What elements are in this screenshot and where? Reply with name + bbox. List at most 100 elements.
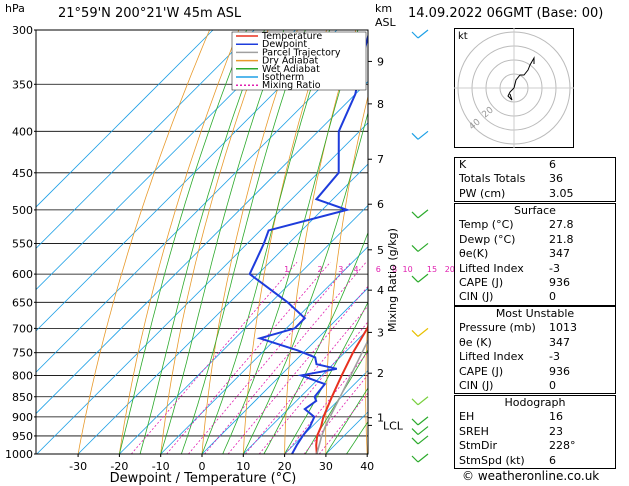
- pw-label: PW (cm): [459, 186, 506, 200]
- temperature-tick-label: -20: [110, 460, 128, 473]
- isotherm-line: [36, 39, 368, 373]
- series-temperature: [315, 324, 368, 454]
- surface-dewp-label: Dewp (°C): [459, 232, 516, 246]
- hodograph-panel: Hodograph EH 16 SREH 23 StmDir 228° StmSpd …: [454, 395, 616, 469]
- wind-barb: [417, 453, 429, 463]
- pressure-unit-label: hPa: [5, 2, 25, 15]
- legend-entry: Wet Adiabat: [262, 64, 320, 75]
- mixing-ratio-labels: 12346810152025: [284, 265, 469, 274]
- wet-adiabat-line: [119, 30, 247, 454]
- surface-cape-value: 936: [549, 275, 570, 289]
- hodograph-panel-title: Hodograph: [504, 396, 566, 409]
- wind-barb: [417, 29, 429, 39]
- temperature-tick-label: -10: [152, 460, 170, 473]
- pressure-tick-label: 400: [12, 125, 33, 138]
- mu-thetae-label: θe (K): [459, 335, 492, 349]
- surface-cin-label: CIN (J): [459, 290, 494, 304]
- pressure-tick-label: 650: [12, 296, 33, 309]
- wind-barb: [417, 209, 429, 219]
- km-tick-label: 7: [377, 153, 384, 166]
- wind-barb-flag: [411, 428, 419, 435]
- dry-adiabat-line: [242, 30, 327, 454]
- temperature-tick-label: 40: [360, 460, 374, 473]
- wet-adiabat-line: [180, 30, 306, 454]
- isotherm-line: [36, 80, 368, 415]
- asl-unit-label: ASL: [375, 16, 396, 29]
- km-tick-label: 1: [377, 412, 384, 425]
- pressure-tick-label: 550: [12, 238, 33, 251]
- pressure-tick-label: 850: [12, 391, 33, 404]
- mixing-ratio-line: [245, 305, 368, 454]
- mixing-ratio-line: [227, 285, 368, 454]
- surface-thetae-value: 347: [549, 247, 570, 261]
- km-unit-label: km: [375, 2, 393, 15]
- wind-barb-flag: [411, 455, 419, 463]
- wind-barb-flag: [411, 31, 419, 39]
- wind-barb-flag: [411, 329, 419, 337]
- mixing-ratio-label: 6: [376, 265, 381, 274]
- wet-adiabat-line: [201, 30, 330, 454]
- dry-adiabat-line: [201, 30, 298, 454]
- legend-entry: Dewpoint: [262, 39, 307, 50]
- legend-entry: Isotherm: [262, 72, 304, 83]
- mu-li-value: -3: [549, 350, 560, 364]
- wind-barb: [417, 327, 429, 337]
- isotherm-line: [36, 122, 368, 454]
- k-index-value: 6: [549, 158, 556, 171]
- isotherm-line: [119, 204, 368, 454]
- wind-barb-flag: [411, 132, 419, 140]
- dry-adiabat-line: [614, 30, 629, 454]
- pressure-tick-label: 600: [12, 268, 33, 281]
- wind-barbs: [411, 29, 429, 463]
- isotherm-line: [36, 30, 255, 249]
- legend-entry: Temperature: [261, 31, 322, 42]
- surface-li-label: Lifted Index: [459, 261, 524, 275]
- mixing-ratio-line: [204, 261, 367, 454]
- km-tick-label: 5: [377, 244, 384, 257]
- mixing-ratio-label: 10: [403, 265, 413, 274]
- isotherm-line: [36, 30, 296, 291]
- pressure-tick-label: 1000: [5, 448, 33, 461]
- pressure-tick-label: 500: [12, 204, 33, 217]
- km-tick-label: 4: [377, 284, 384, 297]
- most-unstable-panel: Most Unstable Pressure (mb) 1013 θe (K) 34…: [454, 306, 616, 395]
- pressure-tick-label: 700: [12, 322, 33, 335]
- hodograph-trace: [513, 56, 535, 89]
- mixing-ratio-label: 20: [445, 265, 455, 274]
- surface-cin-value: 0: [549, 290, 556, 304]
- copyright-footer: © weatheronline.co.uk: [462, 469, 600, 483]
- most-unstable-title: Most Unstable: [495, 307, 575, 320]
- wind-barb-flag: [411, 275, 419, 283]
- pressure-tick-label: 900: [12, 411, 33, 424]
- surface-dewp-value: 21.8: [549, 232, 574, 246]
- mixing-ratio-line: [166, 261, 331, 454]
- temperature-tick-label: 30: [319, 460, 333, 473]
- wind-barb: [417, 242, 429, 252]
- wet-adiabat-line: [263, 231, 368, 454]
- mixing-ratio-axis-label: Mixing Ratio (g/kg): [386, 228, 399, 332]
- wind-barb: [417, 416, 429, 426]
- mixing-ratio-line: [258, 321, 368, 454]
- surface-li-value: -3: [549, 261, 560, 275]
- pw-value: 3.05: [549, 186, 574, 200]
- background-lines: [36, 30, 629, 454]
- pressure-tick-label: 300: [12, 24, 33, 37]
- wet-adiabat-line: [304, 349, 368, 454]
- series-dewpoint: [248, 33, 368, 454]
- wind-barb-flag: [411, 437, 419, 445]
- sounding-series: [248, 33, 368, 454]
- mu-cin-value: 0: [549, 378, 556, 392]
- mu-pressure-label: Pressure (mb): [459, 321, 536, 335]
- temperature-tick-label: -30: [69, 460, 87, 473]
- dry-adiabat-line: [365, 311, 368, 454]
- dry-adiabat-line: [404, 30, 443, 454]
- surface-thetae-label: θe(K): [459, 247, 489, 261]
- pressure-tick-label: 350: [12, 78, 33, 91]
- mu-cape-label: CAPE (J): [459, 364, 504, 378]
- pressure-tick-label: 800: [12, 369, 33, 382]
- wind-barb-flag: [411, 211, 419, 219]
- isotherm-line: [284, 370, 368, 454]
- km-tick-label: LCL: [383, 419, 404, 432]
